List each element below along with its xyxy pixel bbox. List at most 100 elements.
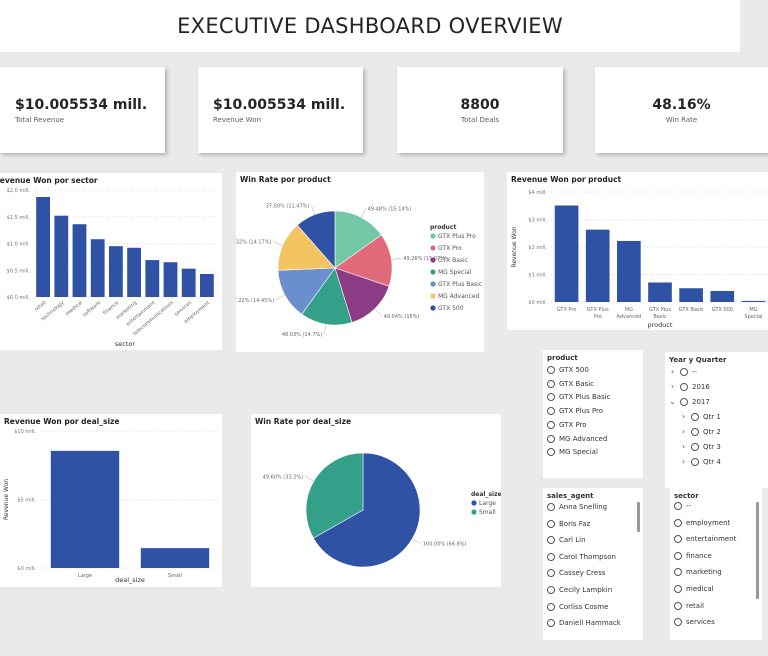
slicer-item[interactable]: Corliss Cosme: [547, 602, 608, 611]
pie-slice-gtx-plus-basic[interactable]: [277, 267, 336, 315]
slicer-item[interactable]: ⌄ 2017: [669, 397, 710, 406]
scrollbar[interactable]: [756, 502, 759, 599]
bar-medical[interactable]: [72, 224, 87, 297]
bar-small[interactable]: [140, 548, 210, 568]
radio-icon[interactable]: [674, 502, 682, 510]
radio-icon[interactable]: [674, 585, 682, 593]
radio-icon[interactable]: [547, 393, 555, 402]
slicer-item[interactable]: employment: [674, 518, 730, 527]
slicer-item[interactable]: › Qtr 3: [680, 442, 721, 451]
slicer-item[interactable]: Anna Snelling: [547, 503, 607, 511]
slicer-item[interactable]: GTX 500: [547, 366, 589, 374]
radio-icon[interactable]: [691, 412, 699, 421]
slicer-item[interactable]: GTX Basic: [547, 379, 594, 388]
bar-gtx-plus-basic[interactable]: [648, 282, 672, 302]
bar-gtx-plus-pro[interactable]: [585, 229, 610, 302]
slicer-item[interactable]: finance: [674, 551, 712, 560]
radio-icon[interactable]: [691, 457, 699, 466]
radio-icon[interactable]: [547, 434, 555, 443]
bar-gtx-pro[interactable]: [554, 205, 579, 302]
bar-large[interactable]: [50, 450, 120, 568]
radio-icon[interactable]: [680, 382, 688, 391]
radio-icon[interactable]: [691, 442, 699, 451]
slicer-item[interactable]: › Qtr 2: [680, 427, 721, 436]
bar-telecommunications[interactable]: [163, 262, 178, 297]
radio-icon[interactable]: [674, 551, 682, 560]
radio-icon[interactable]: [547, 407, 555, 416]
slicer-item[interactable]: medical: [674, 585, 714, 593]
pie-slice-mg-special[interactable]: [301, 267, 353, 326]
slicer-item[interactable]: Carol Thompson: [547, 552, 616, 561]
revenue-by-product-chart[interactable]: Revenue Won por product $0 mill. $1 mill. $…: [507, 172, 768, 330]
pie-slice-mg-advanced[interactable]: [277, 224, 336, 271]
radio-icon[interactable]: [547, 586, 555, 594]
win-rate-by-deal-size-chart[interactable]: Win Rate por deal_size 100.00% (66.8%) 49.…: [251, 414, 502, 587]
scrollbar[interactable]: [637, 502, 640, 532]
chevron-right-icon[interactable]: ›: [681, 427, 686, 436]
pie-slice-small[interactable]: [305, 452, 364, 539]
slicer-item[interactable]: --: [674, 502, 691, 510]
slicer-item[interactable]: retail: [674, 601, 704, 610]
pie-slice-gtx-pro[interactable]: [334, 234, 393, 287]
pie-slice-gtx-basic[interactable]: [334, 267, 390, 323]
radio-icon[interactable]: [547, 602, 555, 611]
bar-mg-advanced[interactable]: [617, 240, 641, 302]
slicer-item[interactable]: › Qtr 4: [680, 457, 721, 466]
bar-software[interactable]: [90, 239, 105, 297]
radio-icon[interactable]: [547, 552, 555, 561]
pie-slice-gtx-500[interactable]: [296, 210, 336, 269]
radio-icon[interactable]: [674, 568, 682, 577]
radio-icon[interactable]: [547, 366, 555, 374]
radio-icon[interactable]: [547, 536, 555, 545]
slicer-item[interactable]: GTX Plus Basic: [547, 393, 610, 402]
radio-icon[interactable]: [674, 535, 682, 544]
bar-services[interactable]: [181, 268, 196, 297]
slicer-item[interactable]: Carl Lin: [547, 536, 586, 545]
slicer-item[interactable]: GTX Plus Pro: [547, 407, 603, 416]
pie-slice-large[interactable]: [312, 452, 421, 568]
win-rate-by-product-chart[interactable]: Win Rate por product 49.48% (15.14%) 49.26…: [228, 172, 484, 352]
chevron-right-icon[interactable]: ›: [681, 442, 686, 451]
radio-icon[interactable]: [547, 619, 555, 628]
slicer-item[interactable]: GTX Pro: [547, 420, 587, 429]
pie-slice-gtx-plus-pro[interactable]: [334, 210, 382, 269]
bar-retail[interactable]: [36, 196, 51, 297]
chevron-right-icon[interactable]: ›: [670, 382, 675, 391]
bar-finance[interactable]: [108, 246, 123, 297]
bar-entertainment[interactable]: [145, 260, 160, 297]
slicer-item[interactable]: › Qtr 1: [680, 412, 721, 421]
bar-marketing[interactable]: [127, 247, 142, 297]
radio-icon[interactable]: [680, 397, 688, 406]
slicer-item[interactable]: Daniell Hammack: [547, 619, 621, 628]
radio-icon[interactable]: [547, 379, 555, 388]
radio-icon[interactable]: [674, 601, 682, 610]
radio-icon[interactable]: [691, 427, 699, 436]
chevron-right-icon[interactable]: ›: [670, 367, 675, 376]
chevron-down-icon[interactable]: ⌄: [669, 397, 676, 406]
chevron-right-icon[interactable]: ›: [681, 412, 686, 421]
radio-icon[interactable]: [674, 618, 682, 627]
radio-icon[interactable]: [680, 367, 688, 376]
chevron-right-icon[interactable]: ›: [681, 457, 686, 466]
radio-icon[interactable]: [547, 569, 555, 578]
bar-mg-special[interactable]: [741, 300, 766, 302]
slicer-item[interactable]: › 2016: [669, 382, 710, 391]
slicer-item[interactable]: Cassey Cress: [547, 569, 605, 578]
slicer-item[interactable]: Cecily Lampkin: [547, 586, 612, 594]
bar-technology[interactable]: [54, 215, 69, 297]
revenue-by-deal-size-chart[interactable]: Revenue Won por deal_size $0 mill. $5 mill…: [0, 414, 222, 587]
slicer-item[interactable]: Boris Faz: [547, 519, 590, 528]
bar-gtx-500[interactable]: [710, 291, 735, 302]
bar-gtx-basic[interactable]: [679, 288, 703, 302]
slicer-item[interactable]: › --: [669, 367, 697, 376]
slicer-item[interactable]: MG Advanced: [547, 434, 607, 443]
radio-icon[interactable]: [547, 503, 555, 511]
slicer-item[interactable]: entertainment: [674, 535, 736, 544]
slicer-item[interactable]: marketing: [674, 568, 722, 577]
radio-icon[interactable]: [674, 518, 682, 527]
radio-icon[interactable]: [547, 519, 555, 528]
slicer-item[interactable]: MG Special: [547, 448, 598, 457]
bar-employment[interactable]: [199, 273, 214, 297]
revenue-by-sector-chart[interactable]: Revenue Won por sector $0.0 mill. $0.5 mil…: [0, 173, 222, 350]
radio-icon[interactable]: [547, 420, 555, 429]
